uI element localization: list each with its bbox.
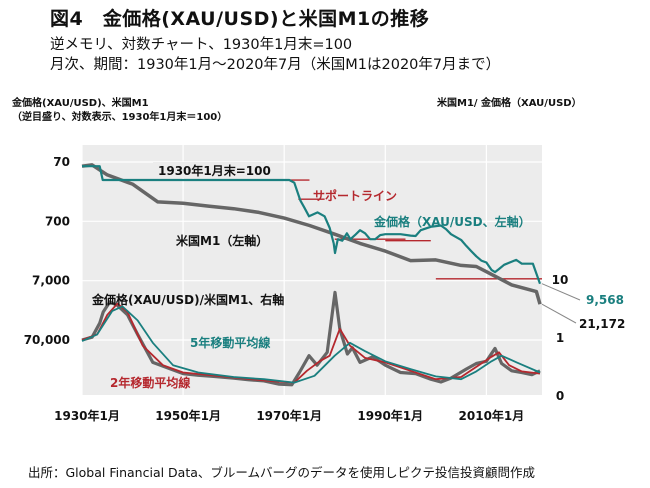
source-note: 出所：Global Financial Data、ブルームバーグのデータを使用し…	[28, 465, 536, 480]
subtitle-line-2: 月次、期間：1930年1月～2020年7月（米国M1は2020年7月まで）	[50, 57, 501, 73]
series-m1-line	[81, 163, 542, 305]
annotation-ratio: 金価格(XAU/USD)/米国M1、右軸	[91, 292, 284, 307]
left-axis-title: 金価格(XAU/USD)、米国M1 （逆目盛り、対数表示、1930年1月末＝10…	[12, 97, 227, 125]
left-tick-label-1: 700	[45, 214, 70, 228]
end-value-m1: 21,172	[579, 317, 625, 331]
leader-m1	[541, 303, 577, 324]
annotation-base-label: 1930年1月末=100	[158, 163, 271, 178]
annotation-gold: 金価格（XAU/USD、左軸）	[373, 214, 531, 229]
plot-background	[82, 145, 542, 395]
x-tick-label-4: 2010年1月	[459, 408, 525, 423]
x-tick-label-1: 1950年1月	[155, 408, 221, 423]
left-tick-label-2: 7,000	[32, 274, 70, 288]
series-ma5-line	[81, 305, 541, 384]
left-axis-title-line-1: 金価格(XAU/USD)、米国M1	[12, 98, 149, 109]
annotation-support: サポートライン	[313, 188, 397, 203]
leader-gold	[541, 283, 581, 301]
end-value-gold: 9,568	[586, 293, 624, 307]
right-axis-title: 米国M1/ 金価格（XAU/USD）	[437, 98, 582, 109]
right-tick-label-0: 10	[552, 273, 569, 287]
figure-title: 図4 金価格(XAU/USD)と米国M1の推移	[50, 8, 430, 30]
annotation-ma5: 5年移動平均線	[190, 335, 270, 350]
base-label-bg	[153, 162, 265, 178]
annotation-ma2: 2年移動平均線	[110, 375, 190, 390]
series-gold-line	[82, 165, 542, 285]
left-tick-label-3: 70,000	[24, 333, 70, 347]
right-tick-label-1: 1	[556, 331, 564, 345]
right-tick-label-2: 0	[556, 389, 564, 403]
subtitle-line-1: 逆メモリ、対数チャート、1930年1月末=100	[50, 37, 353, 53]
x-tick-label-0: 1930年1月	[54, 408, 120, 423]
x-tick-label-2: 1970年1月	[256, 408, 322, 423]
left-axis-title-line-2: （逆目盛り、対数表示、1930年1月末＝100）	[12, 112, 228, 123]
series-lines	[81, 163, 542, 387]
left-tick-label-0: 70	[53, 155, 70, 169]
tick-labels: 70 700 7,000 70,000 1930年1月 1950年1月 1970年1月 199…	[24, 155, 569, 423]
annotation-m1: 米国M1（左軸）	[176, 233, 268, 248]
series-ma2-line	[81, 302, 541, 384]
x-tick-label-3: 1990年1月	[357, 408, 423, 423]
